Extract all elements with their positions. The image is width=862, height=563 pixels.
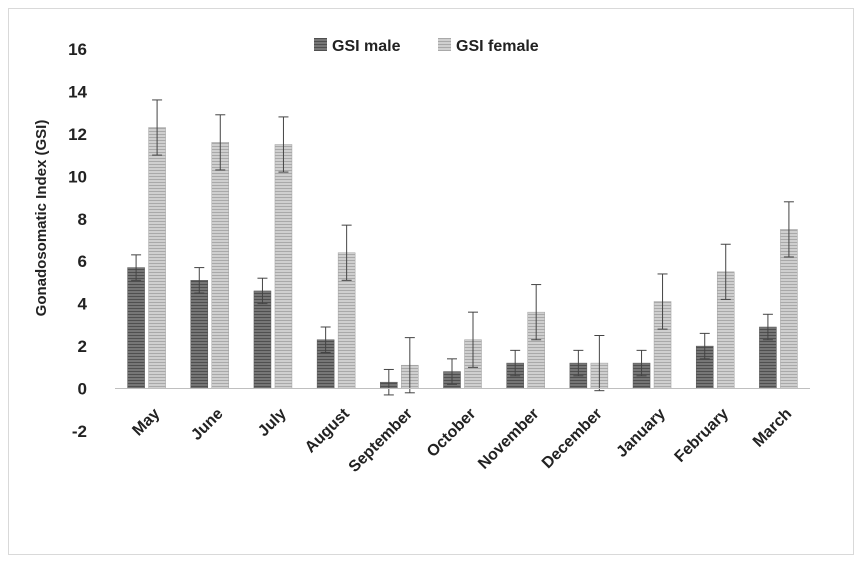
error-bar <box>720 243 731 300</box>
y-tick-label: -2 <box>72 422 87 441</box>
bar-male <box>253 290 272 389</box>
error-bar <box>468 311 478 368</box>
error-bar <box>699 332 710 360</box>
error-bar <box>531 284 542 341</box>
error-bar <box>194 267 205 294</box>
legend-label-female: GSI female <box>456 38 539 55</box>
legend-swatch-female <box>438 38 451 51</box>
x-tick-label: September <box>346 405 417 476</box>
legend-swatch-male <box>314 38 327 51</box>
error-bar <box>510 349 521 377</box>
bar-female <box>148 127 166 389</box>
error-bar <box>657 273 668 330</box>
legend: GSI male GSI female <box>314 38 539 55</box>
bar-female <box>274 144 293 389</box>
error-bar <box>783 201 794 258</box>
error-bar <box>152 99 163 156</box>
y-tick-label: 16 <box>68 40 87 59</box>
error-bar <box>131 254 142 281</box>
x-tick-label: December <box>539 405 606 472</box>
y-tick-label: 8 <box>78 210 87 229</box>
error-bar <box>257 277 268 305</box>
x-tick-label: February <box>672 405 733 466</box>
error-bar <box>447 358 457 385</box>
error-bar <box>278 116 289 173</box>
error-bar <box>636 349 647 377</box>
error-bar <box>404 337 415 394</box>
x-tick-label: June <box>188 405 226 443</box>
y-tick-label: 6 <box>78 252 87 271</box>
y-tick-label: 12 <box>68 125 87 144</box>
error-bar <box>762 313 773 341</box>
bar-male <box>190 280 209 389</box>
x-tick-label: May <box>129 405 163 439</box>
error-bar <box>383 368 394 396</box>
error-bar <box>320 326 331 353</box>
y-tick-label: 14 <box>68 82 87 101</box>
x-tick-label: November <box>475 405 542 472</box>
y-tick-label: 0 <box>78 380 87 399</box>
x-tick-label: January <box>613 405 668 460</box>
y-tick-label: 2 <box>78 337 87 356</box>
error-bar <box>215 114 226 171</box>
x-tick-label: March <box>750 405 795 450</box>
y-tick-label: 4 <box>78 295 88 314</box>
error-bar <box>573 349 584 377</box>
bar-male <box>127 267 145 389</box>
y-axis-label: Gonadosomatic Index (GSI) <box>33 120 50 317</box>
bar-female <box>211 142 230 389</box>
x-tick-label: October <box>424 405 479 460</box>
y-axis-ticks: -2 0 2 4 6 8 10 12 14 16 <box>68 40 87 441</box>
x-tick-label: August <box>302 405 353 456</box>
bars <box>127 99 798 396</box>
legend-label-male: GSI male <box>332 38 401 55</box>
error-bar <box>341 224 352 281</box>
x-tick-label: July <box>255 405 290 440</box>
y-tick-label: 10 <box>68 167 87 186</box>
error-bar <box>594 335 605 392</box>
